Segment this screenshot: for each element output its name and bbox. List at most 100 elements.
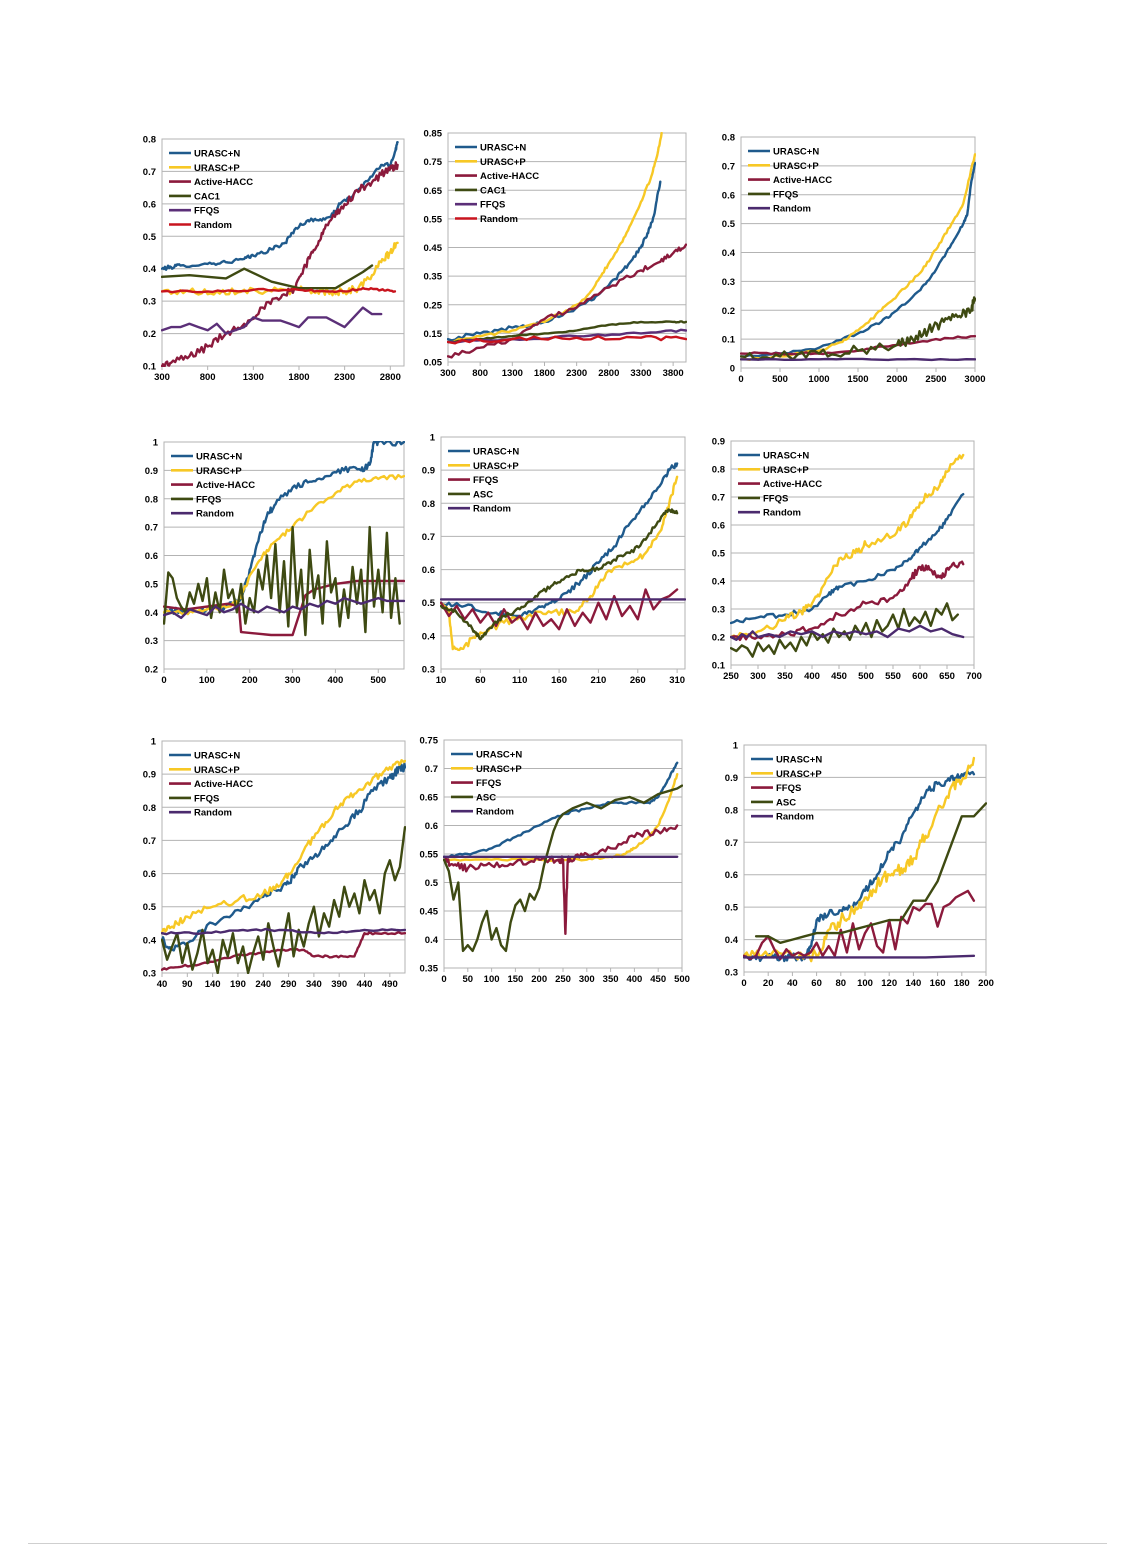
series-line-random	[161, 287, 397, 294]
plot-frame	[161, 138, 405, 367]
y-tick-label: 0	[730, 364, 735, 375]
y-tick-label: 0.9	[712, 437, 725, 448]
x-tick-label: 400	[327, 675, 343, 686]
page-bottom-rule	[28, 1543, 1107, 1544]
plot-frame	[443, 739, 683, 969]
x-tick-label: 2800	[598, 368, 619, 379]
series-line-random	[163, 596, 405, 620]
x-tick-label: 500	[858, 671, 874, 682]
chart-panel-6: 0.1 0.2 0.3 0.4 0.5 0.6 0.7 0.8 0.9 250 300 350 400 4…	[712, 437, 982, 683]
legend-label: URASC+N	[773, 147, 819, 158]
series-line-urasc-n	[161, 141, 399, 271]
legend-label: Random	[473, 504, 511, 515]
y-tick-label: 0.3	[143, 969, 156, 980]
x-tick-label: 1500	[847, 374, 868, 385]
y-tick-label: 0.8	[712, 465, 725, 476]
y-tick-label: 0.3	[145, 636, 158, 647]
x-tick-label: 0	[161, 675, 166, 686]
y-tick-label: 0.6	[143, 199, 156, 210]
x-tick-label: 400	[626, 974, 642, 985]
y-tick-label: 1	[430, 433, 436, 444]
y-tick-label: 0.8	[143, 803, 156, 814]
y-tick-label: 0.5	[143, 902, 157, 913]
y-tick-label: 0.5	[145, 579, 159, 590]
x-tick-label: 140	[205, 979, 221, 990]
y-tick-label: 0.2	[143, 329, 156, 340]
legend-label: Random	[763, 508, 801, 519]
x-tick-label: 300	[440, 368, 456, 379]
legend-label: FFQS	[194, 206, 219, 217]
y-tick-label: 0.8	[145, 494, 158, 505]
series-line-cac1	[447, 320, 687, 344]
series-line-asc	[443, 784, 683, 953]
legend-label: Active-HACC	[763, 479, 822, 490]
y-tick-label: 0.1	[712, 661, 726, 672]
x-tick-label: 110	[512, 675, 527, 686]
legend-label: URASC+P	[196, 466, 242, 477]
y-tick-label: 0.3	[143, 297, 156, 308]
legend-label: URASC+N	[194, 751, 240, 762]
series-line-random	[730, 624, 965, 641]
y-tick-label: 0.3	[712, 605, 725, 616]
legend-label: Active-HACC	[480, 171, 539, 182]
legend-label: URASC+N	[473, 447, 519, 458]
x-tick-label: 500	[772, 374, 788, 385]
x-tick-label: 3300	[630, 368, 651, 379]
x-tick-label: 1000	[808, 374, 829, 385]
y-tick-label: 0.5	[143, 232, 157, 243]
y-tick-label: 0.2	[145, 665, 158, 676]
y-tick-label: 0.4	[712, 577, 726, 588]
legend-label: URASC+N	[763, 451, 809, 462]
x-tick-label: 260	[630, 675, 646, 686]
series-line-urasc-p	[161, 759, 406, 935]
x-tick-label: 1800	[288, 372, 309, 383]
legend-label: URASC+P	[763, 465, 809, 476]
x-tick-label: 40	[157, 979, 168, 990]
y-tick-label: 0.5	[425, 878, 439, 889]
y-tick-label: 0.8	[722, 133, 735, 144]
x-tick-label: 300	[750, 671, 766, 682]
x-tick-label: 450	[831, 671, 847, 682]
x-tick-label: 200	[978, 978, 994, 989]
y-tick-label: 0.5	[725, 903, 739, 914]
y-tick-label: 0.4	[425, 935, 439, 946]
legend-label: FFQS	[194, 793, 219, 804]
series-line-active-hacc	[161, 161, 399, 367]
x-tick-label: 2000	[886, 374, 907, 385]
x-tick-label: 250	[723, 671, 739, 682]
x-tick-label: 100	[857, 978, 873, 989]
y-tick-label: 0.45	[424, 243, 443, 254]
x-tick-label: 160	[551, 675, 567, 686]
y-tick-label: 0.6	[145, 551, 158, 562]
x-tick-label: 100	[484, 974, 500, 985]
legend-label: Random	[194, 808, 232, 819]
x-tick-label: 1300	[502, 368, 523, 379]
y-tick-label: 0.6	[422, 565, 435, 576]
x-tick-label: 300	[579, 974, 595, 985]
y-tick-label: 0.7	[145, 523, 158, 534]
legend-label: ASC	[473, 489, 493, 500]
legend-label: Active-HACC	[773, 175, 832, 186]
y-tick-label: 0.35	[424, 272, 443, 283]
series-line-random	[743, 954, 976, 959]
y-tick-label: 0.5	[722, 219, 736, 230]
legend: URASC+N URASC+P Active-HACC FFQS Random	[738, 451, 822, 519]
y-tick-label: 0.75	[424, 157, 443, 168]
x-tick-label: 500	[674, 974, 690, 985]
y-tick-label: 0.15	[424, 329, 443, 340]
x-tick-label: 250	[555, 974, 571, 985]
y-tick-label: 0.9	[145, 466, 158, 477]
y-tick-label: 0.75	[420, 736, 439, 747]
x-tick-label: 350	[603, 974, 619, 985]
series-line-asc	[440, 508, 679, 641]
legend-label: Random	[194, 220, 232, 231]
y-tick-label: 0.8	[143, 135, 156, 146]
x-tick-label: 350	[777, 671, 793, 682]
legend-label: URASC+P	[776, 769, 822, 780]
x-tick-label: 40	[787, 978, 798, 989]
legend-label: Active-HACC	[194, 779, 253, 790]
x-tick-label: 60	[811, 978, 822, 989]
x-tick-label: 310	[669, 675, 685, 686]
x-tick-label: 80	[836, 978, 847, 989]
